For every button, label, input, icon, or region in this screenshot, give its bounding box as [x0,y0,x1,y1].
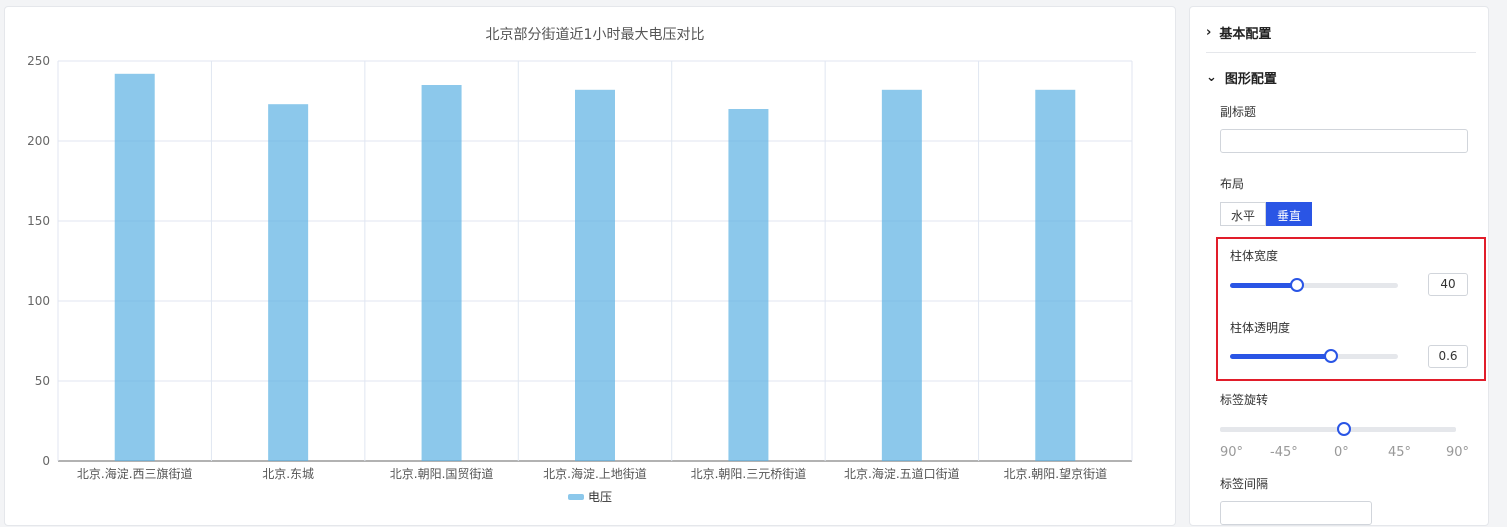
chevron-down-icon: ⌄ [1206,70,1217,85]
x-tick-label: 北京.朝阳.望京街道 [1003,467,1107,481]
layout-label: 布局 [1220,177,1245,191]
x-tick-label: 北京.海淀.西三旗街道 [77,466,193,481]
x-tick-label: 北京.朝阳.国贸街道 [390,467,494,481]
subtitle-input[interactable] [1220,129,1468,153]
x-tick-label: 北京.海淀.五道口街道 [844,466,960,481]
section-basic-config[interactable]: › 基本配置 [1206,25,1272,42]
rotate-tick: -45° [1270,445,1298,460]
bar [881,89,922,462]
y-tick-label: 200 [27,134,50,148]
x-tick-label: 北京.东城 [262,467,314,481]
interval-label: 标签间隔 [1220,477,1269,491]
bar-width-fill [1230,283,1297,288]
layout-horizontal-button[interactable]: 水平 [1220,202,1267,226]
bar [268,104,309,461]
bar [114,73,155,462]
chevron-right-icon: › [1206,25,1212,40]
bar-width-handle[interactable] [1290,278,1304,292]
bar [421,85,462,461]
layout-toggle: 水平 垂直 [1220,202,1313,226]
legend-swatch [568,494,584,500]
bar-width-input[interactable]: 40 [1428,273,1468,296]
divider [1206,52,1476,53]
bar [728,109,769,461]
rotate-tick: 90° [1220,445,1244,460]
x-tick-label: 北京.海淀.上地街道 [543,466,647,481]
legend-label: 电压 [588,490,612,504]
highlight-box [1216,237,1486,381]
chart-card: 北京部分街道近1小时最大电压对比 0 50 100 150 200 250 北京.海淀.西三旗… [4,6,1176,526]
rotate-label: 标签旋转 [1220,393,1269,407]
opacity-label: 柱体透明度 [1230,321,1291,335]
chart-title: 北京部分街道近1小时最大电压对比 [486,27,705,43]
opacity-handle[interactable] [1324,349,1338,363]
y-tick-label: 100 [27,294,50,308]
layout-vertical-button[interactable]: 垂直 [1266,202,1313,226]
config-panel: › 基本配置 ⌄ 图形配置 副标题 布局 水平 垂直 柱体宽度 40 柱体透明度 0… [1189,6,1489,526]
rotate-tick: 90° [1446,445,1470,460]
opacity-fill [1230,354,1331,359]
y-tick-label: 50 [35,374,50,388]
rotate-tick: 45° [1388,445,1412,460]
section-graphic-config[interactable]: ⌄ 图形配置 [1206,70,1277,87]
bar-width-label: 柱体宽度 [1230,249,1279,263]
bar-chart: 北京部分街道近1小时最大电压对比 0 50 100 150 200 250 北京.海淀.西三旗… [27,27,1133,504]
opacity-input[interactable]: 0.6 [1428,345,1468,368]
y-tick-label: 250 [27,54,50,68]
subtitle-label: 副标题 [1220,105,1257,119]
x-tick-label: 北京.朝阳.三元桥街道 [691,467,807,481]
bar [1035,89,1076,462]
rotate-handle[interactable] [1337,422,1351,436]
y-tick-label: 150 [27,214,50,228]
y-tick-label: 0 [42,454,50,468]
rotate-tick: 0° [1334,445,1349,460]
bar-width-slider[interactable] [1230,283,1398,288]
bar [575,89,615,462]
